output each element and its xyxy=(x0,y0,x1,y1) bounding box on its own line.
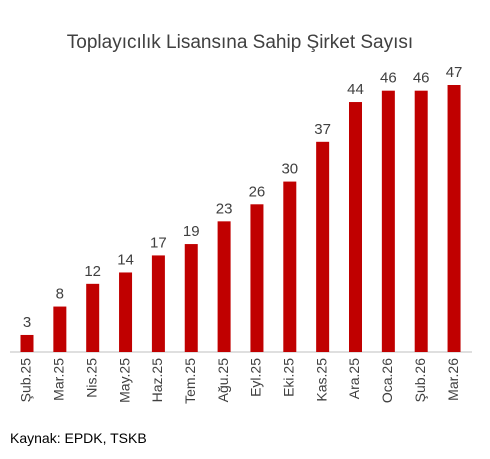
bar xyxy=(250,204,264,352)
x-tick-label: May.25 xyxy=(116,358,132,403)
bar xyxy=(20,334,34,352)
data-label: 47 xyxy=(446,64,463,81)
x-tick-label: Ara.25 xyxy=(346,358,362,399)
data-label: 30 xyxy=(281,161,298,178)
data-label: 46 xyxy=(413,70,430,87)
data-label: 14 xyxy=(117,251,134,268)
data-label: 37 xyxy=(314,121,331,138)
x-tick-label: Haz.25 xyxy=(149,358,165,403)
bar xyxy=(86,283,100,352)
data-label: 23 xyxy=(216,200,233,217)
data-label: 46 xyxy=(380,70,397,87)
bar xyxy=(53,306,67,352)
bar xyxy=(316,141,330,352)
x-tick-label: Ağu.25 xyxy=(215,358,231,403)
bar xyxy=(217,221,231,352)
bar xyxy=(119,272,133,352)
bar xyxy=(151,255,165,352)
bar xyxy=(349,102,362,352)
data-label: 19 xyxy=(183,223,200,240)
x-tick-label: Şub.26 xyxy=(412,358,428,403)
x-tick-label: Mar.26 xyxy=(445,358,461,401)
chart-title: Toplayıcılık Lisansına Sahip Şirket Sayı… xyxy=(67,32,413,53)
x-tick-label: Eyl.25 xyxy=(248,358,264,397)
x-tick-label: Oca.26 xyxy=(379,358,395,403)
x-tick-label: Tem.25 xyxy=(182,358,198,404)
bar xyxy=(381,90,395,353)
x-tick-label: Şub.25 xyxy=(18,358,34,403)
source-note: Kaynak: EPDK, TSKB xyxy=(10,430,147,446)
x-tick-label: Nis.25 xyxy=(83,358,99,398)
bar xyxy=(283,181,297,352)
bar xyxy=(184,244,198,352)
bar xyxy=(447,85,461,352)
data-label: 3 xyxy=(23,314,31,331)
x-tick-label: Mar.25 xyxy=(51,358,67,401)
data-label: 8 xyxy=(56,286,64,303)
data-label: 12 xyxy=(84,263,101,280)
x-tick-label: Kas.25 xyxy=(313,358,329,402)
data-label: 44 xyxy=(347,81,364,98)
data-label: 17 xyxy=(150,234,167,251)
bar xyxy=(414,90,428,353)
data-label: 26 xyxy=(249,183,266,200)
x-tick-label: Eki.25 xyxy=(281,358,297,397)
